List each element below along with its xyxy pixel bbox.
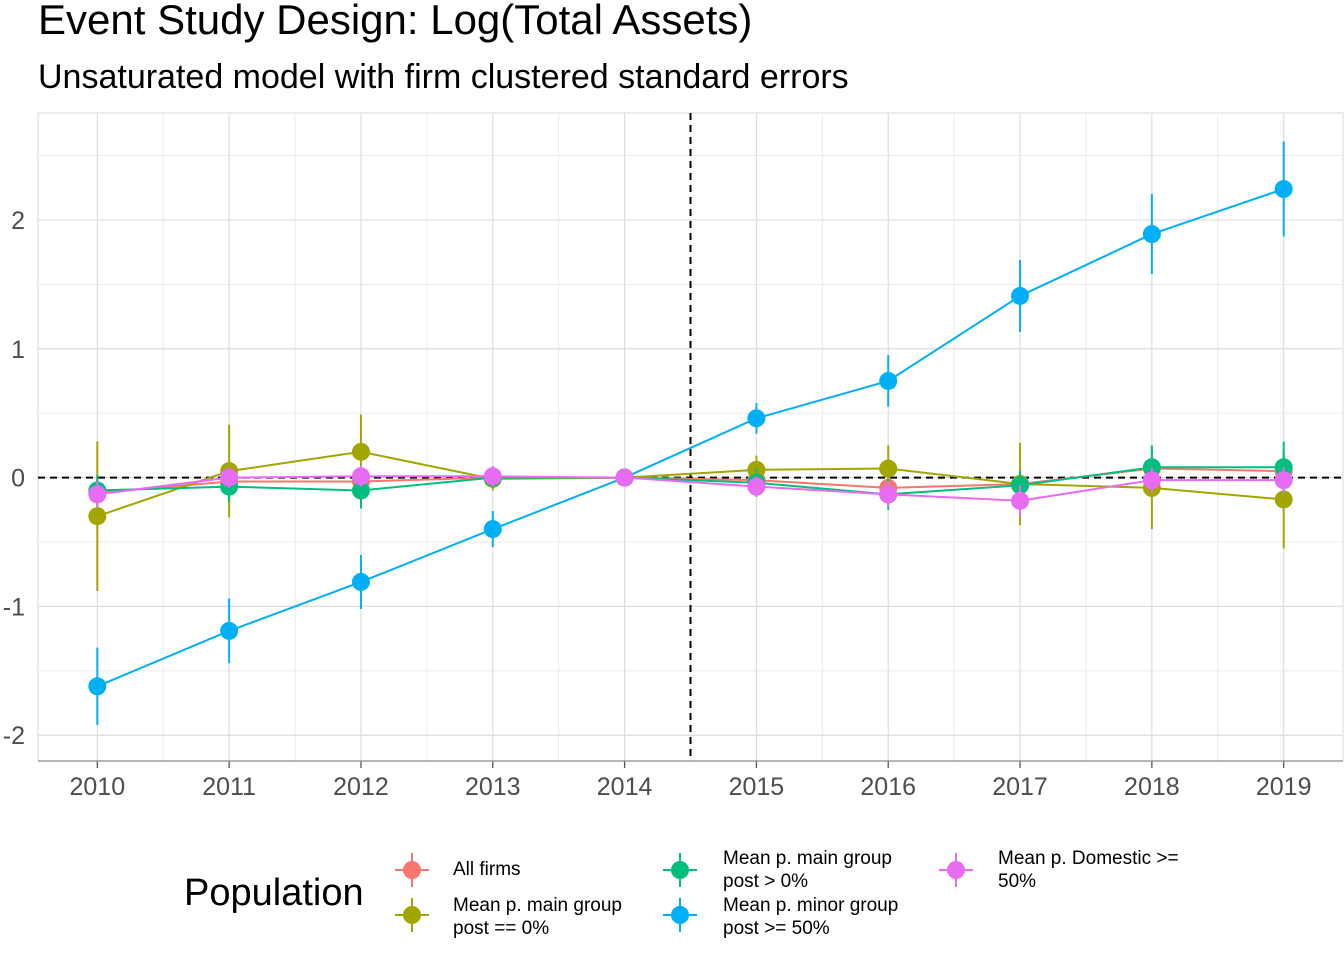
chart-subtitle: Unsaturated model with firm clustered st… xyxy=(38,58,849,96)
y-tick-label: 1 xyxy=(11,336,25,364)
data-point xyxy=(1142,225,1161,244)
x-tick-label: 2014 xyxy=(597,773,653,801)
data-point xyxy=(1142,471,1161,490)
axes: -2 -1 0 1 2 2010 2011 2012 2013 2014 2015 2016 2017 2… xyxy=(3,207,1343,801)
data-point xyxy=(879,459,898,478)
y-tick-label: 0 xyxy=(11,465,25,493)
y-tick-label: -2 xyxy=(3,722,25,750)
data-point xyxy=(879,371,898,390)
x-tick-label: 2015 xyxy=(729,773,785,801)
data-point xyxy=(1274,471,1293,490)
data-point xyxy=(747,409,766,428)
legend-label: Mean p. minor group post >= 50% xyxy=(723,895,899,939)
legend-label: All firms xyxy=(453,859,521,880)
data-point xyxy=(88,677,107,696)
data-point xyxy=(483,520,502,539)
legend-label: Mean p. main group post > 0% xyxy=(723,848,892,892)
x-tick-label: 2011 xyxy=(202,773,256,801)
data-point xyxy=(220,468,239,487)
data-point xyxy=(747,477,766,496)
data-point xyxy=(1011,491,1030,510)
x-tick-label: 2017 xyxy=(992,773,1048,801)
series-line xyxy=(96,188,1285,688)
data-point xyxy=(1011,286,1030,305)
data-point xyxy=(351,481,370,500)
series-line xyxy=(96,450,1284,518)
legend-label: Mean p. main group post == 0% xyxy=(453,895,622,939)
series-4 xyxy=(88,465,1293,517)
data-point xyxy=(351,572,370,591)
legend-label: Mean p. Domestic >= 50% xyxy=(998,848,1179,892)
chart-title: Event Study Design: Log(Total Assets) xyxy=(38,0,753,43)
data-point xyxy=(351,442,370,461)
series-3 xyxy=(88,141,1293,725)
data-point xyxy=(220,621,239,640)
data-point xyxy=(1274,180,1293,199)
x-tick-label: 2013 xyxy=(465,773,521,801)
series xyxy=(88,141,1293,725)
y-tick-label: 2 xyxy=(11,207,25,235)
data-point xyxy=(88,507,107,526)
data-point xyxy=(88,485,107,504)
x-tick-label: 2016 xyxy=(860,773,916,801)
data-point xyxy=(615,468,634,487)
x-tick-label: 2018 xyxy=(1124,773,1180,801)
x-tick-label: 2019 xyxy=(1256,773,1312,801)
series-line xyxy=(97,466,1284,496)
y-tick-label: -1 xyxy=(3,593,25,621)
x-tick-label: 2012 xyxy=(333,773,389,801)
legend-title: Population xyxy=(184,872,364,914)
x-tick-label: 2010 xyxy=(70,773,126,801)
data-point xyxy=(1274,490,1293,509)
data-point xyxy=(351,467,370,486)
data-point xyxy=(483,467,502,486)
series-line xyxy=(97,475,1284,502)
data-point xyxy=(879,485,898,504)
